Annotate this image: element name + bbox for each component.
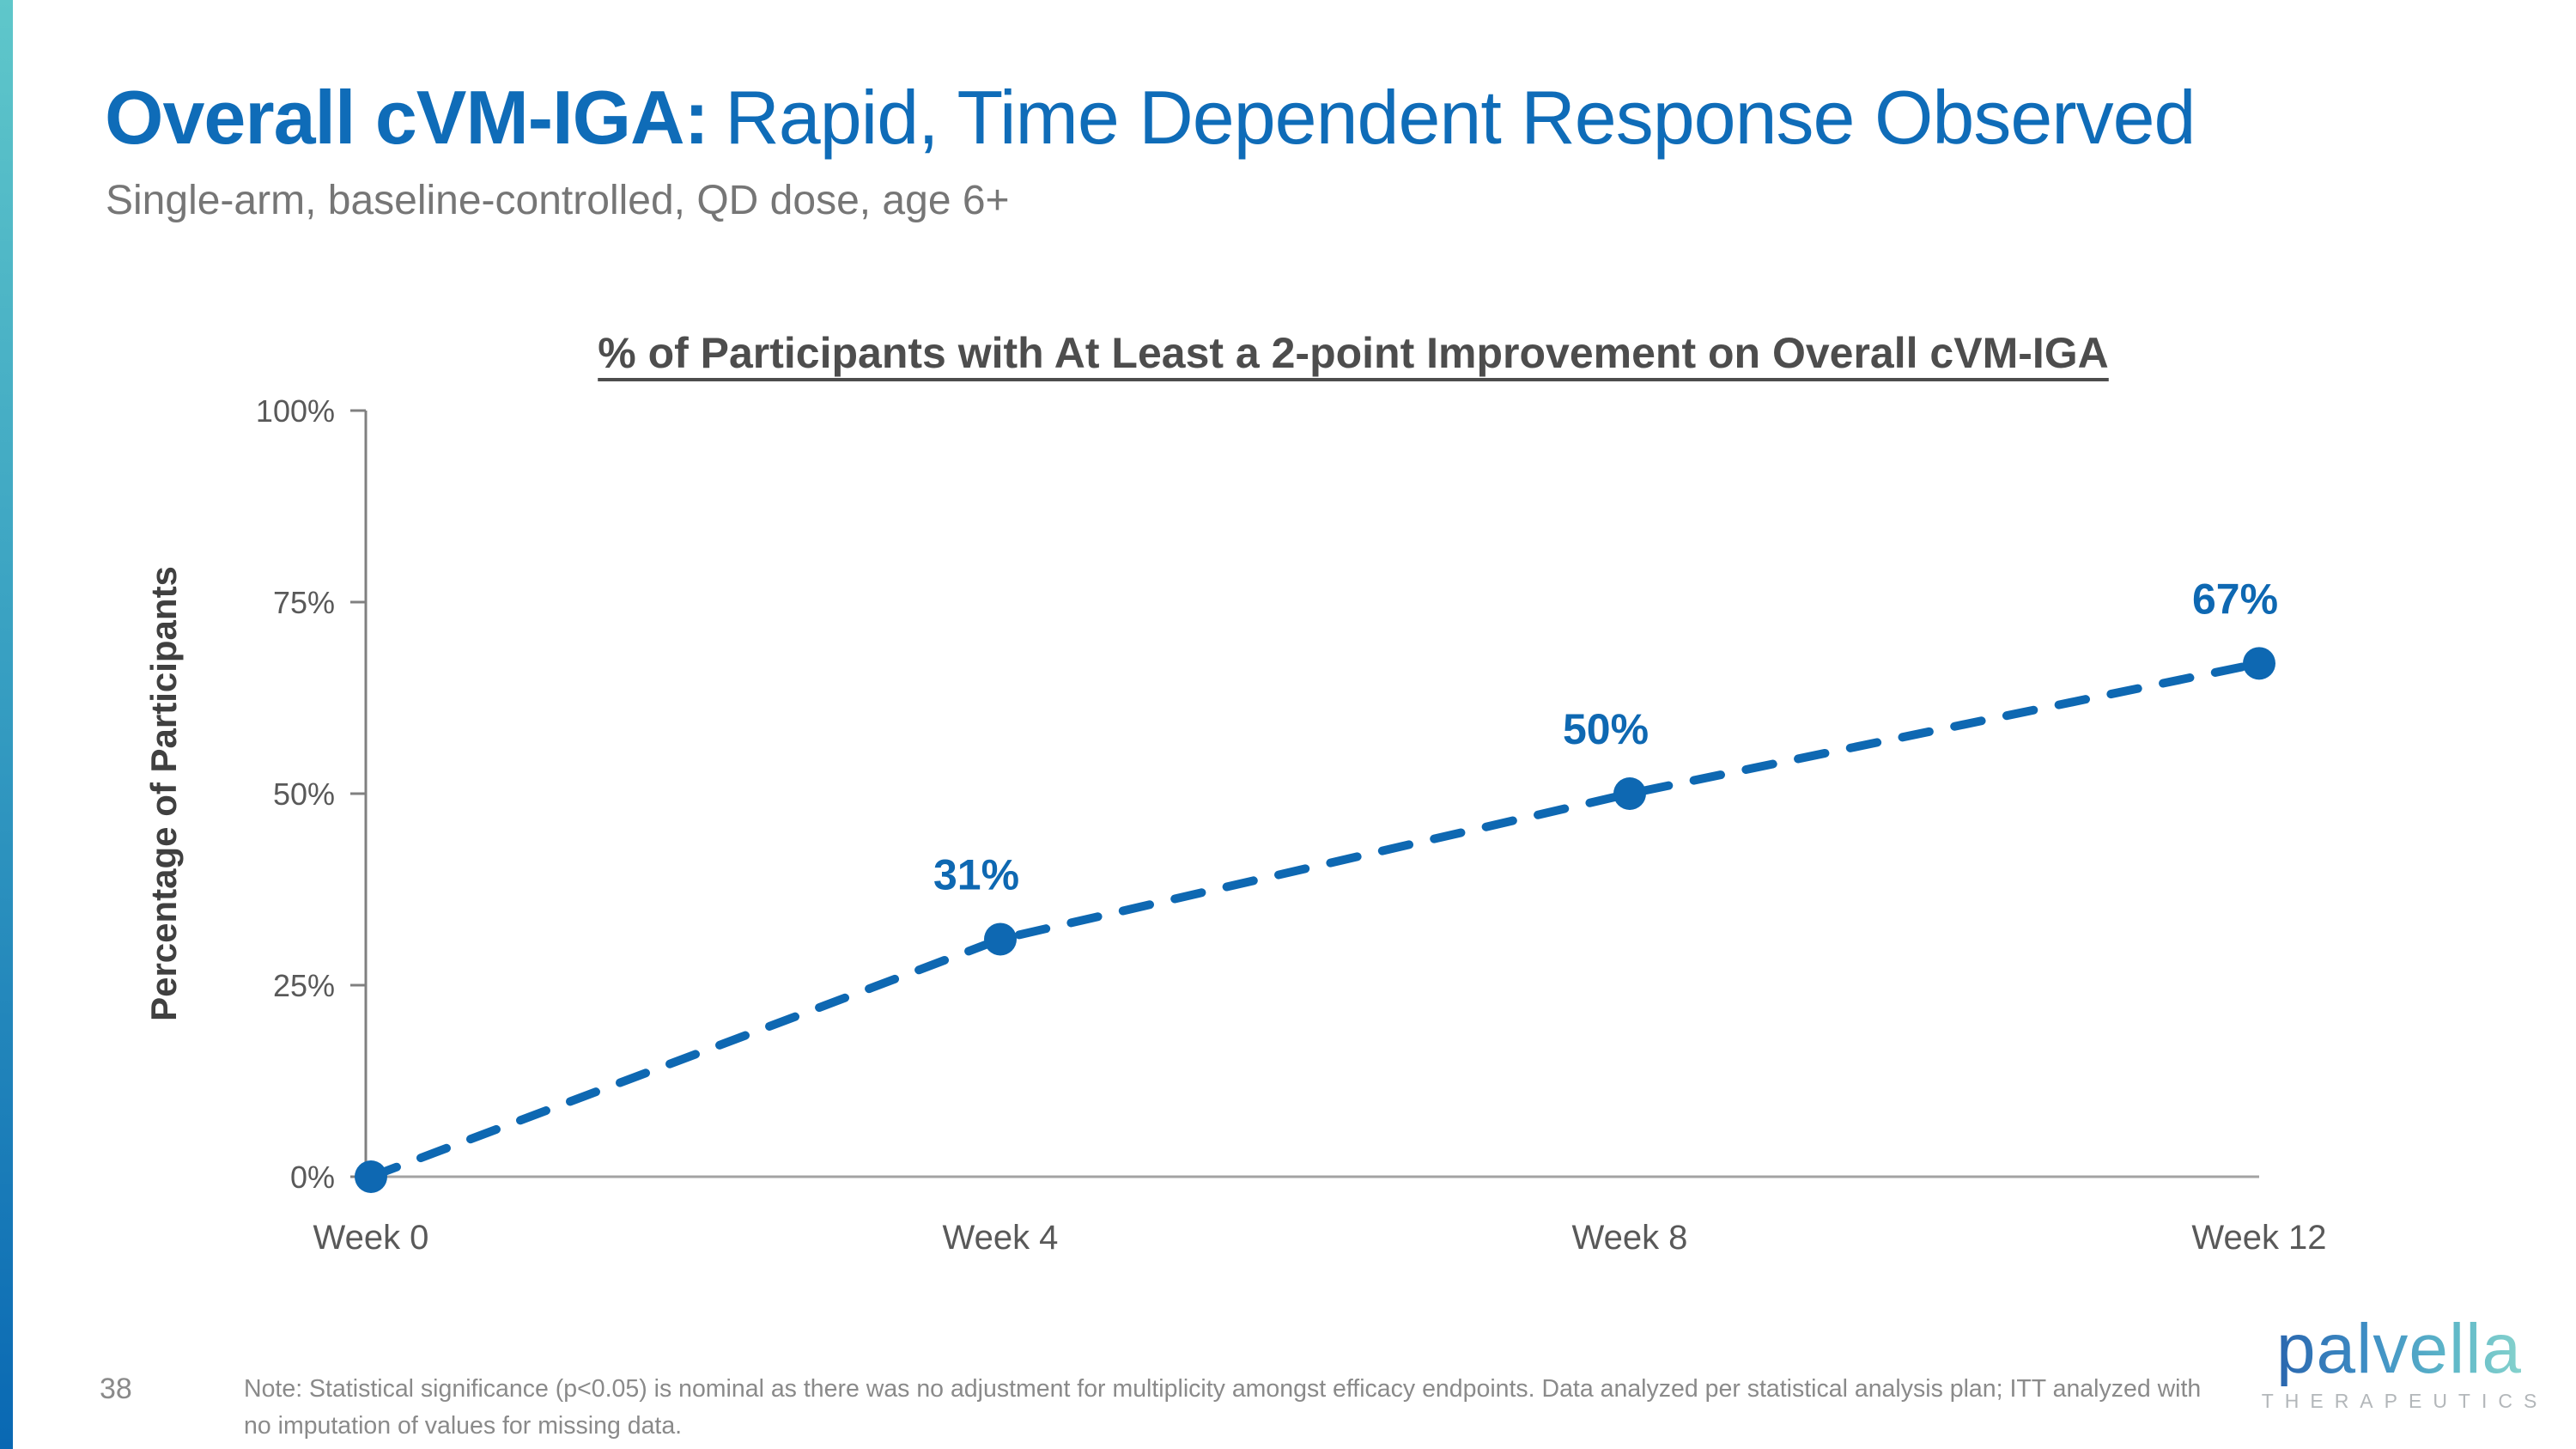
x-tick-label: Week 12 [2191,1219,2326,1257]
data-point-label: 50% [1563,705,1649,753]
data-point-label: 67% [2192,575,2278,623]
chart-title-container: % of Participants with At Least a 2-poin… [366,328,2341,378]
y-tick-label: 0% [290,1160,335,1195]
slide-title: Overall cVM-IGA: Rapid, Time Dependent Re… [105,75,2518,161]
footnote: Note: Statistical significance (p<0.05) … [244,1375,2202,1440]
y-axis-title: Percentage of Participants [143,566,184,1021]
data-point [1613,777,1646,810]
slide-title-rest: Rapid, Time Dependent Response Observed [725,75,2196,160]
palvella-logo: palvella THERAPEUTICS [2262,1310,2537,1413]
logo-wordmark: palvella [2275,1310,2523,1388]
data-point [2243,647,2275,680]
x-tick-label: Week 8 [1572,1219,1688,1257]
page-number: 38 [100,1373,132,1405]
trend-line [367,659,2263,1181]
y-tick-label: 50% [273,776,335,812]
data-point [355,1160,387,1193]
y-tick-label: 75% [273,585,335,620]
slide-subtitle: Single-arm, baseline-controlled, QD dose… [106,178,1010,223]
x-tick-label: Week 4 [943,1219,1059,1257]
y-tick-label: 100% [256,393,335,429]
data-point [984,922,1017,956]
chart-title: % of Participants with At Least a 2-poin… [598,329,2109,377]
logo-tagline: THERAPEUTICS [2261,1390,2549,1413]
gradient-accent-bar [0,0,13,1449]
data-point-label: 31% [933,850,1019,898]
y-tick-label: 25% [273,968,335,1003]
slide-title-emphasis: Overall cVM-IGA: [105,75,709,160]
x-tick-label: Week 0 [313,1219,429,1257]
